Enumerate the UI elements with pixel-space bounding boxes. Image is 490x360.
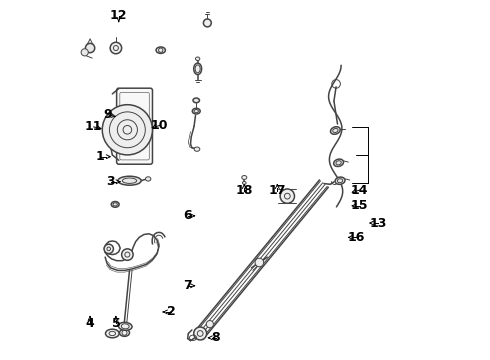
Text: 1: 1 bbox=[96, 150, 104, 163]
Ellipse shape bbox=[146, 177, 151, 181]
Circle shape bbox=[206, 320, 214, 328]
Ellipse shape bbox=[242, 176, 247, 180]
Text: 2: 2 bbox=[167, 306, 176, 319]
Text: 6: 6 bbox=[183, 210, 192, 222]
Circle shape bbox=[81, 49, 88, 56]
Text: 7: 7 bbox=[183, 279, 192, 292]
Circle shape bbox=[104, 244, 113, 253]
Text: 10: 10 bbox=[151, 119, 169, 132]
Ellipse shape bbox=[111, 202, 119, 207]
Ellipse shape bbox=[120, 329, 129, 336]
Ellipse shape bbox=[194, 147, 200, 151]
Text: 15: 15 bbox=[351, 199, 368, 212]
Circle shape bbox=[203, 19, 211, 27]
Text: 5: 5 bbox=[112, 317, 120, 330]
Ellipse shape bbox=[335, 177, 345, 184]
Ellipse shape bbox=[194, 63, 201, 75]
Ellipse shape bbox=[193, 98, 199, 103]
Ellipse shape bbox=[196, 57, 200, 60]
Ellipse shape bbox=[156, 47, 166, 53]
Circle shape bbox=[194, 327, 207, 340]
Ellipse shape bbox=[192, 108, 200, 114]
Ellipse shape bbox=[330, 127, 340, 134]
Text: 17: 17 bbox=[269, 184, 286, 197]
Ellipse shape bbox=[105, 329, 119, 338]
Circle shape bbox=[122, 249, 133, 260]
Ellipse shape bbox=[119, 322, 132, 330]
Circle shape bbox=[110, 42, 122, 54]
Text: 8: 8 bbox=[211, 331, 220, 344]
Text: 3: 3 bbox=[106, 175, 115, 188]
Text: 13: 13 bbox=[370, 216, 387, 230]
Circle shape bbox=[255, 258, 264, 267]
Text: 16: 16 bbox=[347, 231, 365, 244]
Ellipse shape bbox=[243, 181, 246, 184]
Text: 9: 9 bbox=[104, 108, 112, 121]
Circle shape bbox=[280, 189, 294, 203]
Text: 12: 12 bbox=[110, 9, 127, 22]
Circle shape bbox=[102, 105, 152, 155]
Circle shape bbox=[85, 43, 95, 53]
Text: 4: 4 bbox=[86, 317, 95, 330]
Text: 11: 11 bbox=[85, 121, 102, 134]
Ellipse shape bbox=[118, 176, 141, 185]
Text: 14: 14 bbox=[351, 184, 368, 197]
Text: 18: 18 bbox=[236, 184, 253, 197]
FancyBboxPatch shape bbox=[117, 88, 152, 164]
Ellipse shape bbox=[334, 159, 343, 166]
